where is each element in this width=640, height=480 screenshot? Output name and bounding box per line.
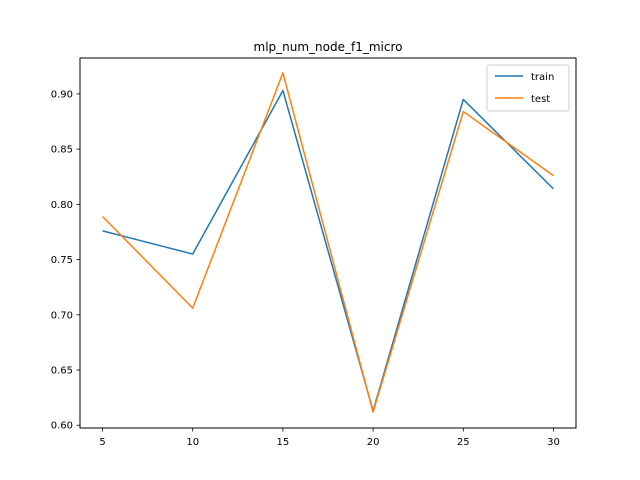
y-tick-label: 0.80 xyxy=(51,200,73,211)
plot-frame xyxy=(79,57,577,429)
legend-label-train: train xyxy=(531,72,554,83)
y-axis: 0.60 0.65 0.70 0.75 0.80 0.85 0.90 xyxy=(51,89,80,432)
y-tick-label: 0.85 xyxy=(51,145,73,156)
legend-label-test: test xyxy=(531,94,550,105)
legend: train test xyxy=(486,64,570,112)
x-axis: 5 10 15 20 25 30 xyxy=(99,428,560,448)
y-tick-label: 0.75 xyxy=(51,255,73,266)
y-tick-label: 0.90 xyxy=(51,89,73,100)
x-tick-label: 30 xyxy=(547,437,560,448)
x-tick-label: 20 xyxy=(367,437,380,448)
x-tick-label: 25 xyxy=(457,437,470,448)
x-tick-label: 15 xyxy=(277,437,290,448)
chart-title: mlp_num_node_f1_micro xyxy=(254,40,403,54)
plot-area xyxy=(102,72,554,413)
y-tick-label: 0.70 xyxy=(51,310,73,321)
y-tick-label: 0.65 xyxy=(51,366,73,377)
x-tick-label: 10 xyxy=(186,437,199,448)
series-line-train xyxy=(102,89,554,412)
y-tick-label: 0.60 xyxy=(51,421,73,432)
legend-box xyxy=(486,64,570,112)
x-tick-label: 5 xyxy=(99,437,105,448)
series-line-test xyxy=(102,72,554,413)
